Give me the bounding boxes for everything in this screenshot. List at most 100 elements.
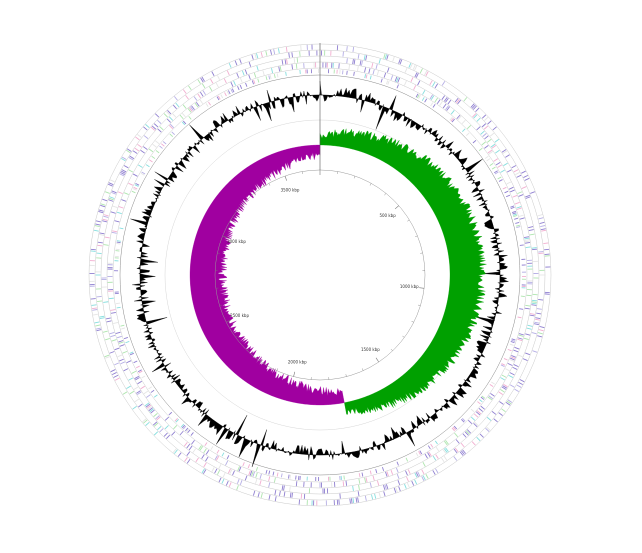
feature-mark [218, 463, 222, 469]
ruler-tick [222, 235, 228, 238]
feature-mark [414, 72, 418, 78]
feature-mark [516, 206, 522, 209]
ruler-tick [402, 335, 405, 338]
ruler-tick [217, 252, 220, 254]
feature-mark [374, 493, 377, 499]
feature-mark [194, 102, 199, 108]
feature-mark [95, 324, 101, 327]
feature-mark [512, 213, 517, 216]
feature-mark [140, 385, 146, 390]
feature-mark [205, 103, 209, 107]
feature-mark [510, 341, 515, 344]
feature-mark [226, 70, 230, 76]
feature-mark [143, 126, 148, 131]
feature-mark [118, 340, 124, 343]
feature-mark [265, 76, 268, 81]
feature-mark [242, 462, 245, 467]
feature-mark [532, 350, 538, 353]
feature-mark [531, 332, 537, 335]
ruler-tick [247, 348, 250, 351]
feature-mark [135, 377, 140, 381]
feature-mark [445, 447, 449, 453]
feature-mark [528, 226, 534, 229]
feature-mark [134, 398, 140, 403]
feature-mark [357, 497, 359, 503]
feature-mark [418, 451, 421, 456]
feature-mark [164, 416, 170, 421]
feature-mark [221, 478, 225, 484]
ruler-tick [419, 287, 425, 289]
feature-mark [470, 416, 476, 421]
feature-mark [480, 396, 485, 400]
feature-mark [288, 474, 290, 479]
feature-mark [138, 370, 143, 374]
feature-mark [145, 164, 150, 168]
feature-mark [386, 471, 389, 477]
feature-mark [481, 114, 487, 119]
feature-mark [357, 65, 359, 71]
feature-mark [528, 229, 534, 232]
feature-mark [110, 211, 116, 214]
feature-mark [195, 101, 200, 107]
feature-mark [455, 98, 460, 104]
feature-mark [490, 143, 496, 148]
feature-mark [283, 485, 285, 491]
feature-mark [291, 492, 293, 498]
feature-mark [99, 317, 105, 320]
feature-mark [126, 148, 132, 152]
feature-mark [436, 99, 441, 105]
feature-mark [538, 299, 544, 301]
feature-mark [372, 69, 375, 75]
feature-mark [523, 174, 529, 178]
feature-mark [172, 448, 177, 453]
feature-mark [197, 79, 201, 85]
feature-mark [517, 338, 523, 342]
feature-mark [133, 186, 138, 190]
feature-mark [404, 483, 407, 489]
feature-mark [513, 349, 519, 353]
feature-mark [525, 196, 531, 199]
feature-mark [100, 203, 106, 206]
feature-mark [260, 492, 263, 498]
feature-mark [383, 72, 387, 78]
feature-mark [201, 76, 205, 82]
feature-mark [135, 365, 140, 369]
feature-mark [164, 425, 169, 430]
feature-mark [471, 104, 476, 109]
feature-mark [491, 381, 495, 385]
feature-mark [138, 403, 143, 408]
ruler-tick [230, 219, 233, 222]
feature-mark [116, 241, 121, 244]
feature-mark [472, 113, 477, 118]
feature-mark [442, 449, 447, 454]
feature-mark [255, 466, 259, 472]
feature-mark [126, 149, 131, 154]
feature-mark [428, 451, 432, 457]
feature-mark [239, 77, 243, 83]
feature-mark [480, 130, 485, 135]
feature-mark [112, 205, 118, 209]
feature-mark [453, 425, 458, 430]
feature-mark [481, 123, 487, 128]
feature-mark [357, 491, 360, 497]
feature-mark [364, 74, 367, 79]
feature-mark [187, 429, 191, 434]
feature-mark [152, 421, 158, 426]
feature-mark [519, 308, 524, 310]
feature-mark [253, 72, 257, 78]
feature-mark [218, 477, 222, 483]
feature-mark [257, 492, 260, 498]
feature-mark [103, 215, 109, 218]
feature-mark [395, 77, 399, 83]
feature-mark [481, 395, 486, 399]
feature-mark [110, 334, 116, 338]
feature-mark [119, 173, 125, 177]
feature-mark [90, 248, 96, 251]
feature-mark [123, 336, 129, 340]
feature-mark [289, 486, 291, 492]
feature-mark [512, 194, 518, 198]
feature-mark [163, 432, 168, 437]
feature-mark [259, 473, 262, 479]
feature-mark [462, 433, 467, 438]
feature-mark [146, 404, 152, 409]
